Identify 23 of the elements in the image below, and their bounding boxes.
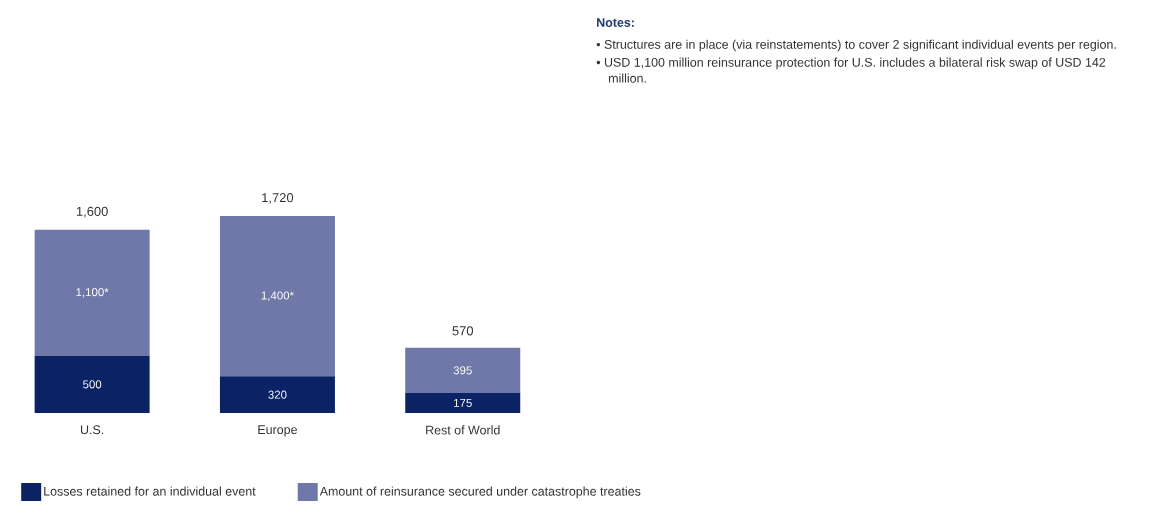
bar [34,229,150,356]
data-label: 1,400* [261,291,294,301]
legend-label: Amount of reinsurance secured under catastrophe treaties [319,486,641,499]
total-label: 1,600 [76,206,108,218]
x-tick-label: U.S. [80,425,104,435]
legend-label: Losses retained for an individual event [44,486,256,496]
text: Notes: [597,18,634,27]
data-label: 395 [453,366,472,375]
text: • Structures are in place (via reinstatements) to cover 2 significant individual events per region. [596,39,1116,52]
data-label: 1,100* [76,288,109,298]
bar [219,376,335,413]
data-label: 175 [454,398,472,407]
bar [405,347,521,393]
data-label: 500 [83,380,102,389]
bar [34,355,150,413]
bar [405,392,521,413]
total-label: 570 [452,326,474,336]
bar [219,216,335,377]
text: • USD 1,100 million reinsurance protection for U.S. includes a bilateral risk swap of USD 142 million. [596,57,1106,83]
x-tick-label: Europe [258,425,297,437]
x-tick-label: Rest of World [426,425,500,435]
total-label: 1,720 [262,193,294,204]
data-label: 320 [268,390,287,399]
